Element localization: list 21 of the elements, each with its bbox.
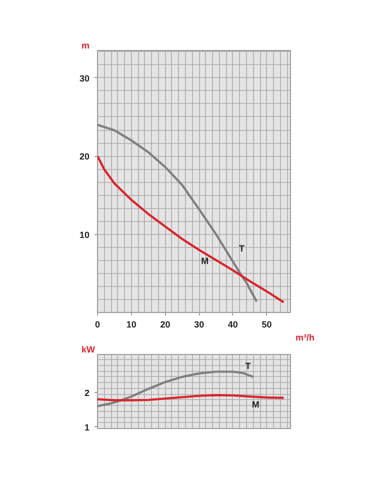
y-tick-label: 2 — [84, 388, 90, 398]
line-series — [98, 124, 258, 303]
y-tick-label: 30 — [79, 73, 90, 84]
series-label: M — [252, 399, 260, 410]
y-tick-label: 1 — [84, 422, 90, 432]
x-tick-label: 10 — [126, 320, 136, 330]
y-tick-label: 20 — [79, 152, 90, 162]
y-tick-label: 10 — [79, 230, 90, 240]
x-tick-label: 0 — [94, 320, 100, 330]
y-axis-title: kW — [82, 344, 96, 354]
series-label: M — [201, 256, 209, 266]
x-tick-label: 40 — [228, 320, 238, 330]
line-series — [98, 154, 285, 304]
series-label: T — [245, 360, 252, 371]
line-series — [98, 370, 254, 408]
x-tick-label: 30 — [194, 320, 204, 330]
y-axis-title: m — [82, 40, 90, 50]
x-tick-label: 50 — [262, 320, 272, 330]
x-axis-title: m³/h — [296, 332, 314, 342]
series-label: T — [238, 244, 245, 254]
x-tick-label: 20 — [160, 320, 170, 330]
